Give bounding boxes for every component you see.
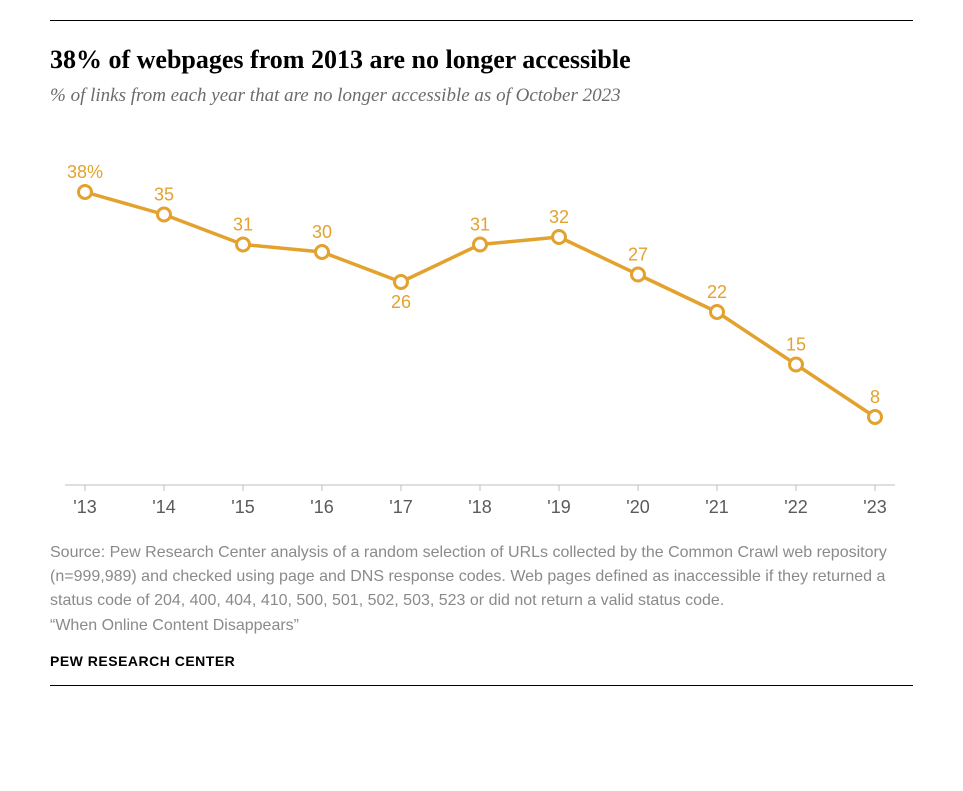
data-marker [790, 358, 803, 371]
x-axis-label: '19 [547, 497, 570, 517]
data-label: 22 [707, 282, 727, 302]
data-marker [553, 231, 566, 244]
data-marker [395, 276, 408, 289]
data-label: 31 [470, 215, 490, 235]
x-axis-label: '15 [231, 497, 254, 517]
data-marker [711, 306, 724, 319]
x-axis-label: '14 [152, 497, 175, 517]
data-label: 31 [233, 215, 253, 235]
quote-text: “When Online Content Disappears” [50, 617, 913, 635]
data-label: 38% [67, 162, 103, 182]
data-marker [237, 238, 250, 251]
source-text: Source: Pew Research Center analysis of … [50, 541, 913, 613]
bottom-rule [50, 685, 913, 686]
data-label: 26 [391, 292, 411, 312]
x-axis-label: '20 [626, 497, 649, 517]
data-label: 32 [549, 207, 569, 227]
chart-container: 38% of webpages from 2013 are no longer … [50, 20, 913, 686]
x-axis-label: '22 [784, 497, 807, 517]
data-label: 27 [628, 245, 648, 265]
data-marker [869, 411, 882, 424]
data-marker [316, 246, 329, 259]
data-marker [158, 208, 171, 221]
x-axis-label: '13 [73, 497, 96, 517]
x-axis-label: '23 [863, 497, 886, 517]
line-chart: '13 '14 '15 '16 '17 '18 '19 '20 '21 '22 '23 38% 35 31… [50, 127, 913, 527]
data-label: 8 [870, 387, 880, 407]
data-marker [474, 238, 487, 251]
x-axis-label: '16 [310, 497, 333, 517]
chart-title: 38% of webpages from 2013 are no longer … [50, 45, 913, 75]
chart-svg: '13 '14 '15 '16 '17 '18 '19 '20 '21 '22 '23 38% 35 31… [50, 127, 910, 527]
data-label: 35 [154, 185, 174, 205]
chart-subtitle: % of links from each year that are no lo… [50, 85, 913, 107]
x-axis-label: '21 [705, 497, 728, 517]
attribution: PEW RESEARCH CENTER [50, 653, 913, 669]
x-axis-label: '17 [389, 497, 412, 517]
data-marker [79, 186, 92, 199]
data-marker [632, 268, 645, 281]
top-rule [50, 20, 913, 21]
data-label: 15 [786, 335, 806, 355]
data-label: 30 [312, 222, 332, 242]
x-axis-label: '18 [468, 497, 491, 517]
